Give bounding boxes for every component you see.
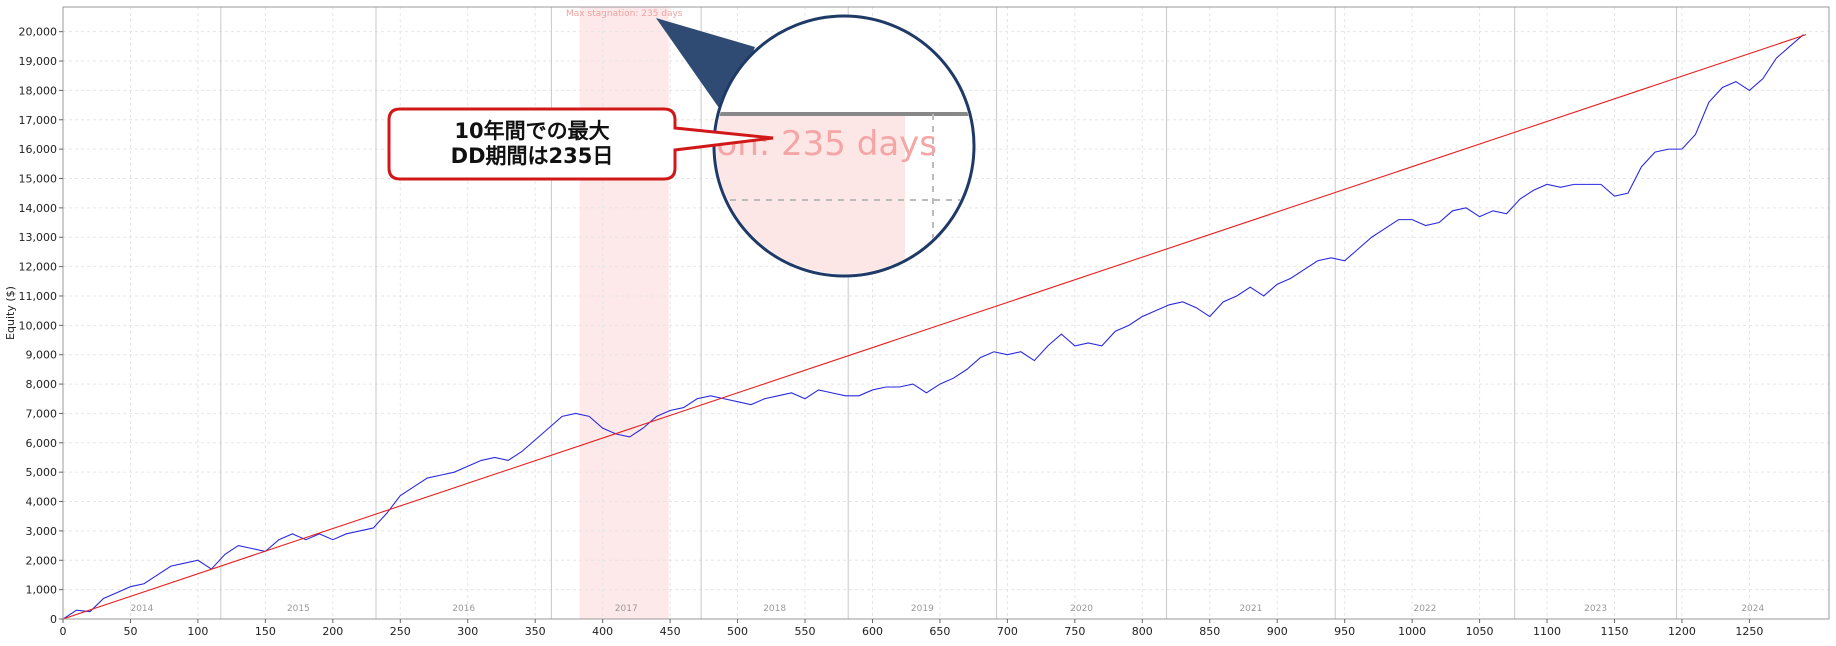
y-tick-label: 9,000: [26, 349, 58, 362]
y-tick-label: 6,000: [26, 437, 58, 450]
equity-line: [63, 34, 1804, 619]
x-tick-label: 150: [255, 625, 276, 638]
stagnation-band: [579, 7, 669, 619]
year-label: 2018: [763, 604, 786, 614]
x-tick-label: 550: [795, 625, 816, 638]
x-tick-label: 800: [1132, 625, 1153, 638]
y-tick-label: 4,000: [26, 496, 58, 509]
year-label: 2015: [287, 604, 310, 614]
x-tick-label: 450: [660, 625, 681, 638]
year-label: 2020: [1070, 604, 1093, 614]
year-label: 2021: [1239, 604, 1262, 614]
y-tick-label: 20,000: [19, 26, 58, 39]
y-tick-label: 1,000: [26, 584, 58, 597]
x-tick-label: 1200: [1668, 625, 1696, 638]
overlay: Max stagnation: 235 days 10年間での最大 DD期間は2…: [387, 14, 976, 278]
x-tick-label: 100: [187, 625, 208, 638]
y-tick-label: 16,000: [19, 143, 58, 156]
year-label: 2017: [615, 604, 638, 614]
y-tick-label: 8,000: [26, 378, 58, 391]
year-label: 2023: [1584, 604, 1607, 614]
y-tick-label: 15,000: [19, 173, 58, 186]
x-tick-label: 0: [60, 625, 67, 638]
axes: 0 1,000 2,000 3,000 4,000 5,000 6,000 7,000 8,00…: [19, 6, 1830, 638]
x-tick-label: 50: [123, 625, 137, 638]
lens-label: Max stagnation: 235 days: [497, 124, 937, 164]
x-tick-label: 850: [1199, 625, 1220, 638]
x-tick-label: 1250: [1735, 625, 1763, 638]
stagnation-label: Max stagnation: 235 days: [566, 9, 683, 19]
y-tick-label: 12,000: [19, 261, 58, 274]
x-tick-label: 700: [997, 625, 1018, 638]
x-tick-label: 650: [929, 625, 950, 638]
y-tick-label: 18,000: [19, 84, 58, 97]
y-tick-label: 2,000: [26, 554, 58, 567]
year-label: 2024: [1741, 604, 1764, 614]
x-tick-label: 600: [862, 625, 883, 638]
y-tick-label: 19,000: [19, 55, 58, 68]
x-tick-label: 300: [457, 625, 478, 638]
x-tick-label: 500: [727, 625, 748, 638]
x-tick-label: 200: [322, 625, 343, 638]
equity-line: [63, 34, 1807, 619]
y-tick-label: 10,000: [19, 319, 58, 332]
callout-text: 10年間での最大: [454, 119, 609, 143]
x-tick-label: 250: [390, 625, 411, 638]
x-tick-label: 1150: [1600, 625, 1628, 638]
year-label: 2014: [130, 604, 153, 614]
year-label: 2022: [1413, 604, 1436, 614]
plot-frame: [62, 6, 1830, 620]
y-tick-label: 7,000: [26, 407, 58, 420]
y-tick-label: 14,000: [19, 202, 58, 215]
x-tick-label: 1000: [1398, 625, 1426, 638]
y-axis-label: Equity ($): [4, 286, 17, 340]
year-label: 2016: [452, 604, 475, 614]
x-tick-label: 350: [525, 625, 546, 638]
y-tick-label: 5,000: [26, 466, 58, 479]
x-tick-label: 1050: [1466, 625, 1494, 638]
y-tick-label: 0: [50, 613, 57, 626]
x-tick-label: 950: [1334, 625, 1355, 638]
x-tick-label: 750: [1064, 625, 1085, 638]
callout-box: [387, 107, 774, 181]
y-tick-label: 17,000: [19, 114, 58, 127]
x-tick-label: 400: [592, 625, 613, 638]
callout-text: DD期間は235日: [451, 144, 614, 168]
x-tick-label: 1100: [1533, 625, 1561, 638]
x-tick-label: 900: [1267, 625, 1288, 638]
y-tick-label: 3,000: [26, 525, 58, 538]
year-label: 2019: [911, 604, 934, 614]
y-tick-label: 11,000: [19, 290, 58, 303]
y-tick-label: 13,000: [19, 231, 58, 244]
